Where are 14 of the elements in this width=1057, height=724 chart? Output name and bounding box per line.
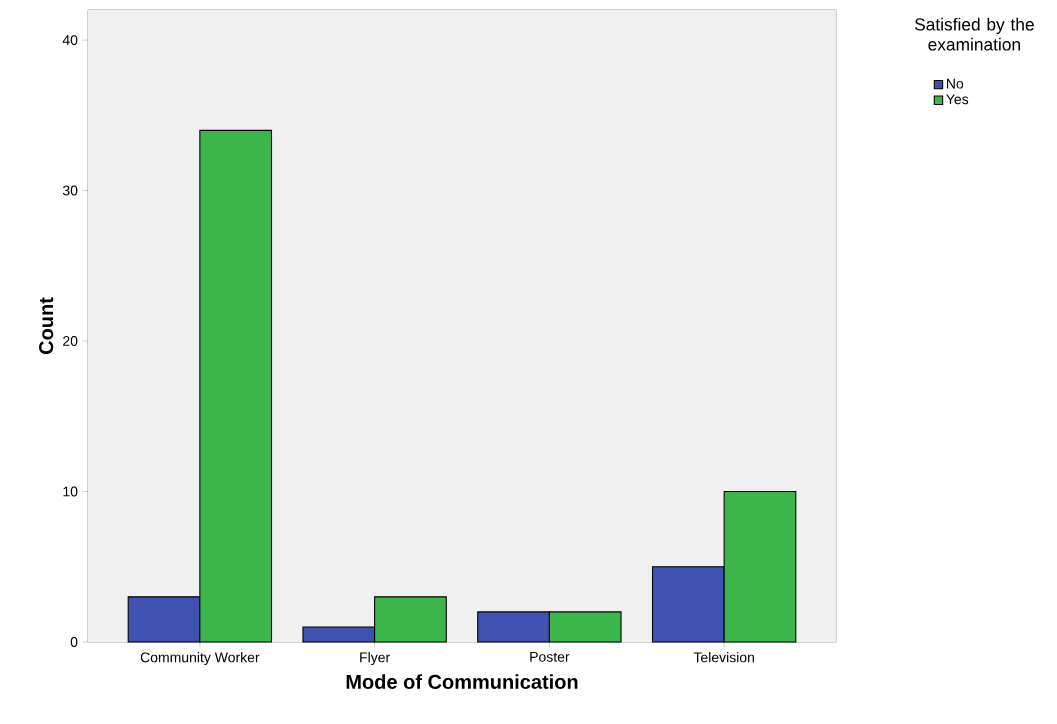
- y-tick-label: 10: [63, 486, 78, 497]
- legend-title: Satisfied by the examination: [914, 17, 1034, 51]
- legend-label: No: [947, 78, 964, 89]
- y-tick-label: 0: [70, 637, 78, 647]
- y-tick-label: 30: [62, 185, 78, 196]
- y-tick-label: 40: [62, 35, 78, 46]
- x-tick-label: Poster: [530, 652, 570, 662]
- y-axis-title: Count: [39, 297, 54, 355]
- y-tick-label: 20: [63, 336, 78, 346]
- x-tick-label: Flyer: [360, 652, 390, 666]
- x-axis-title: Mode of Communication: [346, 674, 578, 689]
- x-tick-label: Community Worker: [140, 652, 260, 666]
- legend-label: Yes: [946, 94, 969, 105]
- x-tick-label: Television: [693, 652, 754, 663]
